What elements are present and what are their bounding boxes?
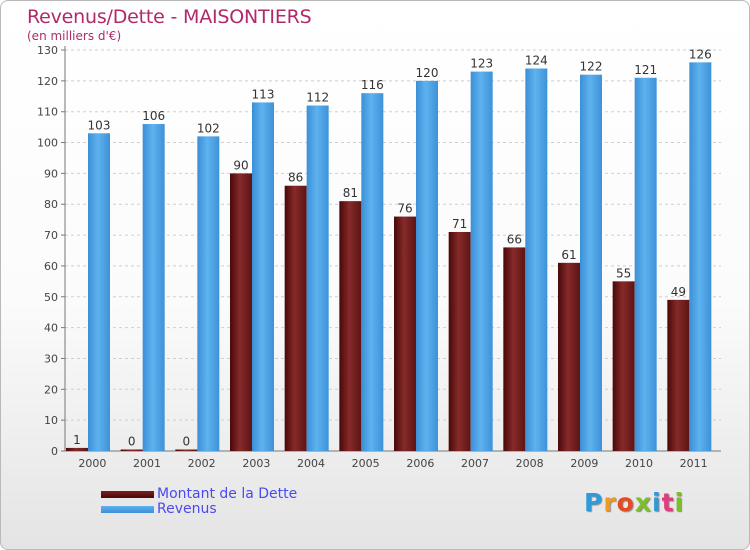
bar-debt xyxy=(339,201,362,451)
legend-swatch-revenue xyxy=(101,506,154,513)
data-label-debt: 0 xyxy=(183,435,191,449)
x-tick-label: 2000 xyxy=(78,457,106,470)
x-tick-label: 2004 xyxy=(297,457,325,470)
data-label-revenue: 102 xyxy=(197,121,220,135)
logo-letter: x xyxy=(634,488,652,517)
logo-letter: P xyxy=(584,488,604,517)
data-label-revenue: 126 xyxy=(689,47,712,61)
y-tick-label: 40 xyxy=(44,322,58,335)
x-tick-label: 2003 xyxy=(242,457,270,470)
bar-debt xyxy=(175,449,198,451)
bar-revenue xyxy=(634,77,657,451)
logo-letter: i xyxy=(674,488,685,517)
y-tick-label: 70 xyxy=(44,229,58,242)
x-tick-label: 2002 xyxy=(188,457,216,470)
bar-debt xyxy=(448,231,471,451)
y-tick-label: 90 xyxy=(44,167,58,180)
legend-label-revenue: Revenus xyxy=(157,501,217,517)
bar-revenue xyxy=(142,124,165,452)
data-labels: 1 0 0 90 86 81 76 71 66 61 55 49 103 106 102 113 112 116 1… xyxy=(73,47,712,448)
bar-debt xyxy=(230,173,252,451)
proxiti-logo: Proxiti xyxy=(584,488,684,517)
x-tick-label: 2001 xyxy=(133,457,161,470)
data-label-revenue: 122 xyxy=(580,60,603,74)
x-tick-label: 2006 xyxy=(406,457,434,470)
bar-debt xyxy=(66,447,88,451)
bar-revenue xyxy=(470,71,493,451)
logo-letter: t xyxy=(661,488,675,517)
y-tick-label: 0 xyxy=(51,445,58,458)
chart-subtitle: (en milliers d'€) xyxy=(27,29,122,43)
data-label-revenue: 120 xyxy=(416,66,439,80)
data-label-debt: 76 xyxy=(397,202,412,216)
bar-revenue xyxy=(361,93,384,451)
bar-debt xyxy=(612,281,635,451)
data-label-revenue: 103 xyxy=(88,118,111,132)
logo-letter: i xyxy=(652,488,662,517)
data-label-revenue: 112 xyxy=(306,91,329,105)
bar-revenue xyxy=(580,74,602,451)
data-label-debt: 55 xyxy=(616,266,631,280)
x-tick-label: 2005 xyxy=(352,457,380,470)
y-tick-label: 120 xyxy=(37,75,58,88)
legend-swatch-debt xyxy=(101,491,154,498)
bar-debt xyxy=(394,216,416,451)
grid-lines xyxy=(65,49,721,452)
data-label-revenue: 116 xyxy=(361,78,384,92)
data-label-debt: 61 xyxy=(561,248,576,262)
data-label-debt: 71 xyxy=(452,217,467,231)
x-tick-label: 2010 xyxy=(625,457,653,470)
bar-revenue xyxy=(197,136,220,451)
data-label-revenue: 124 xyxy=(525,54,548,68)
data-label-debt: 66 xyxy=(507,232,522,246)
bar-revenue xyxy=(306,105,329,452)
y-tick-label: 100 xyxy=(37,137,58,150)
data-label-revenue: 113 xyxy=(252,87,275,101)
bar-debt xyxy=(558,262,580,451)
x-tick-label: 2008 xyxy=(516,457,544,470)
data-label-revenue: 121 xyxy=(634,63,657,77)
data-label-debt: 86 xyxy=(288,171,303,185)
legend-label-debt: Montant de la Dette xyxy=(157,486,298,502)
bar-debt xyxy=(503,247,526,451)
data-label-debt: 90 xyxy=(233,158,248,172)
bar-debt xyxy=(667,299,690,451)
bar-debt xyxy=(120,449,143,451)
chart-title: Revenus/Dette - MAISONTIERS xyxy=(27,6,312,28)
data-label-debt: 1 xyxy=(73,433,81,447)
bar-debt xyxy=(284,185,307,451)
x-tick-label: 2009 xyxy=(570,457,598,470)
data-label-debt: 49 xyxy=(671,285,686,299)
bar-revenue xyxy=(689,62,712,451)
y-tick-label: 130 xyxy=(37,44,58,57)
y-tick-label: 20 xyxy=(44,383,58,396)
bar-revenue xyxy=(88,133,110,452)
y-tick-label: 110 xyxy=(37,106,58,119)
bar-revenue xyxy=(525,68,548,451)
y-tick-label: 10 xyxy=(44,414,58,427)
x-tick-label: 2011 xyxy=(680,457,708,470)
y-tick-label: 60 xyxy=(44,260,58,273)
x-tick-label: 2007 xyxy=(461,457,489,470)
data-label-revenue: 106 xyxy=(142,109,165,123)
data-label-revenue: 123 xyxy=(470,57,493,71)
bar-revenue xyxy=(252,102,274,451)
bar-revenue xyxy=(416,80,438,451)
bars xyxy=(66,62,712,452)
data-label-debt: 0 xyxy=(128,435,136,449)
data-label-debt: 81 xyxy=(343,186,358,200)
y-tick-label: 30 xyxy=(44,352,58,365)
y-tick-label: 80 xyxy=(44,198,58,211)
logo-letter: r xyxy=(603,488,617,517)
logo-letter: o xyxy=(616,488,635,517)
y-tick-label: 50 xyxy=(44,291,58,304)
